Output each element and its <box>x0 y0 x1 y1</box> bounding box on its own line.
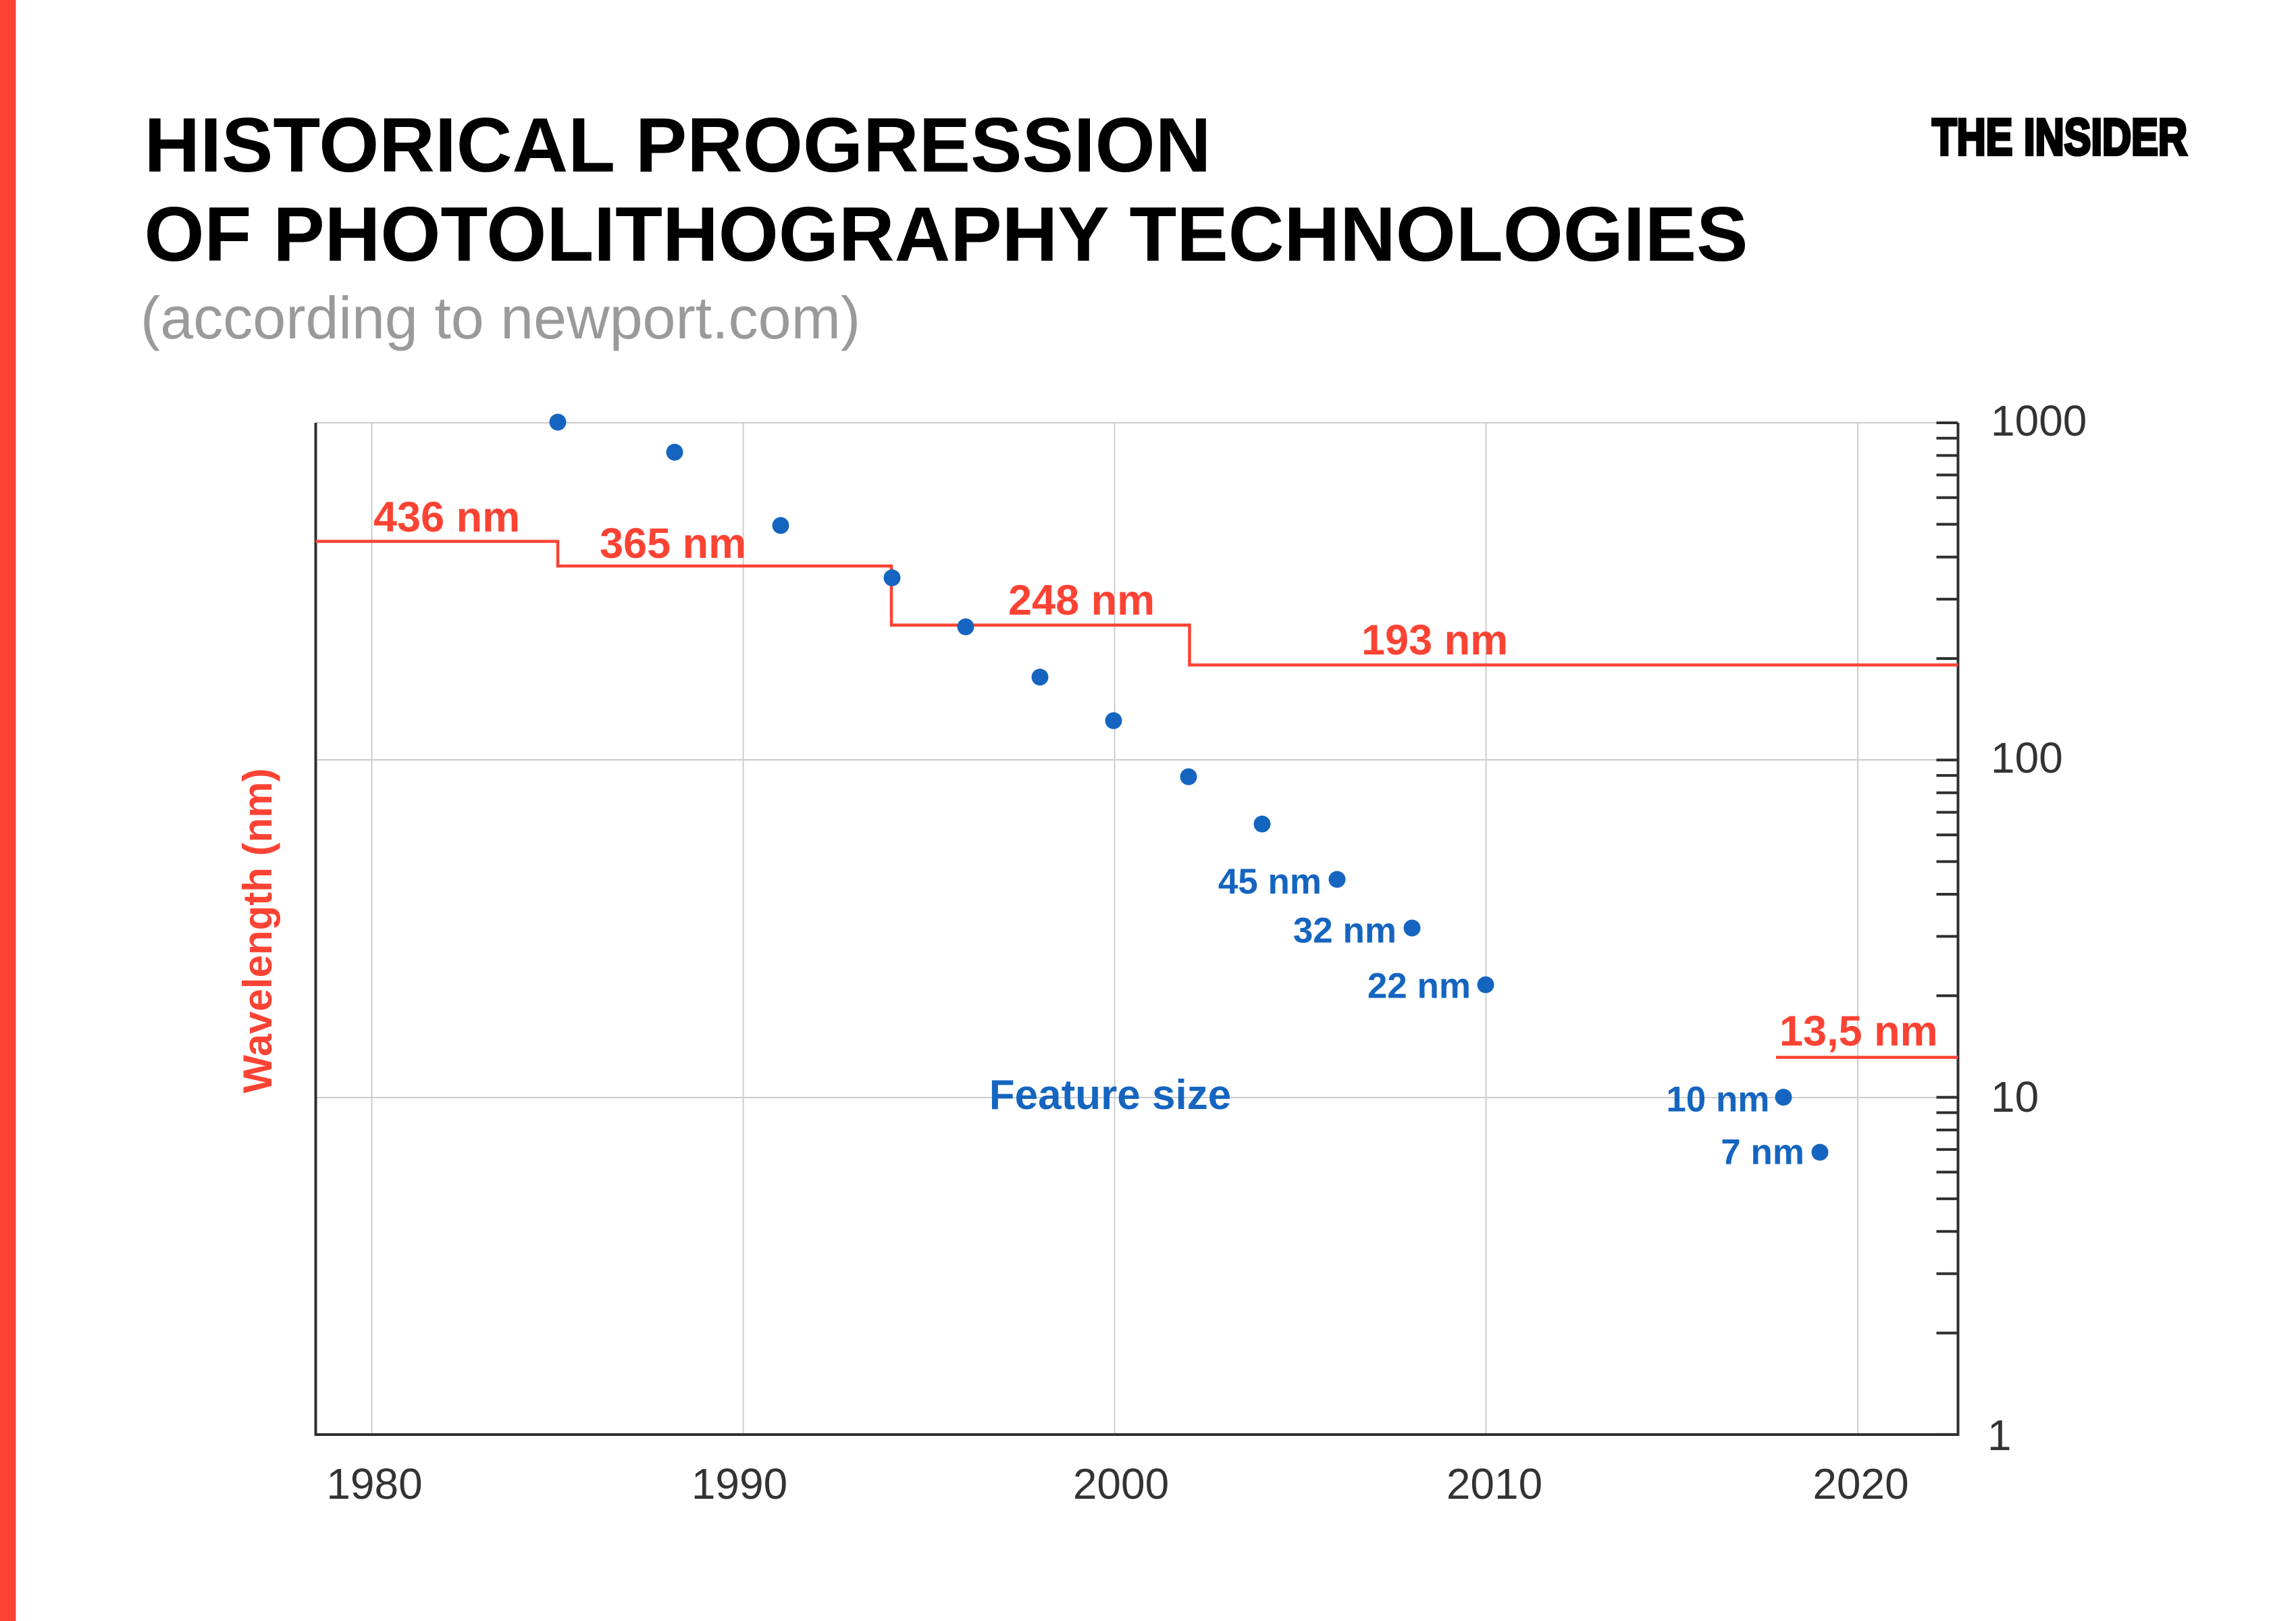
svg-text:Feature size: Feature size <box>989 1072 1231 1118</box>
svg-text:2010: 2010 <box>1446 1460 1542 1508</box>
svg-text:22 nm: 22 nm <box>1367 967 1471 1006</box>
svg-text:Wavelength (nm): Wavelength (nm) <box>235 768 280 1093</box>
svg-text:248 nm: 248 nm <box>1008 577 1155 624</box>
svg-text:13,5 nm: 13,5 nm <box>1779 1008 1938 1055</box>
svg-text:365 nm: 365 nm <box>600 520 746 567</box>
svg-text:1980: 1980 <box>326 1460 422 1508</box>
svg-text:100: 100 <box>1991 734 2063 782</box>
svg-text:THE INSIDER: THE INSIDER <box>1932 109 2187 166</box>
svg-text:10: 10 <box>1991 1073 2039 1121</box>
svg-text:7 nm: 7 nm <box>1721 1133 1804 1173</box>
svg-text:45 nm: 45 nm <box>1218 862 1322 902</box>
svg-text:2000: 2000 <box>1073 1460 1169 1508</box>
svg-text:1000: 1000 <box>1991 396 2087 445</box>
svg-text:2020: 2020 <box>1812 1460 1908 1508</box>
svg-text:1990: 1990 <box>692 1460 787 1508</box>
svg-text:32 nm: 32 nm <box>1293 911 1397 951</box>
svg-text:10 nm: 10 nm <box>1666 1080 1769 1120</box>
svg-text:1: 1 <box>1987 1411 2012 1460</box>
svg-text:436 nm: 436 nm <box>373 494 520 541</box>
svg-text:(according to newport.com): (according to newport.com) <box>140 284 860 351</box>
svg-text:HISTORICAL PROGRESSION: HISTORICAL PROGRESSION <box>145 102 1211 188</box>
svg-text:OF PHOTOLITHOGRAPHY TECHNOLOGI: OF PHOTOLITHOGRAPHY TECHNOLOGIES <box>145 191 1748 278</box>
svg-text:193 nm: 193 nm <box>1361 617 1508 664</box>
